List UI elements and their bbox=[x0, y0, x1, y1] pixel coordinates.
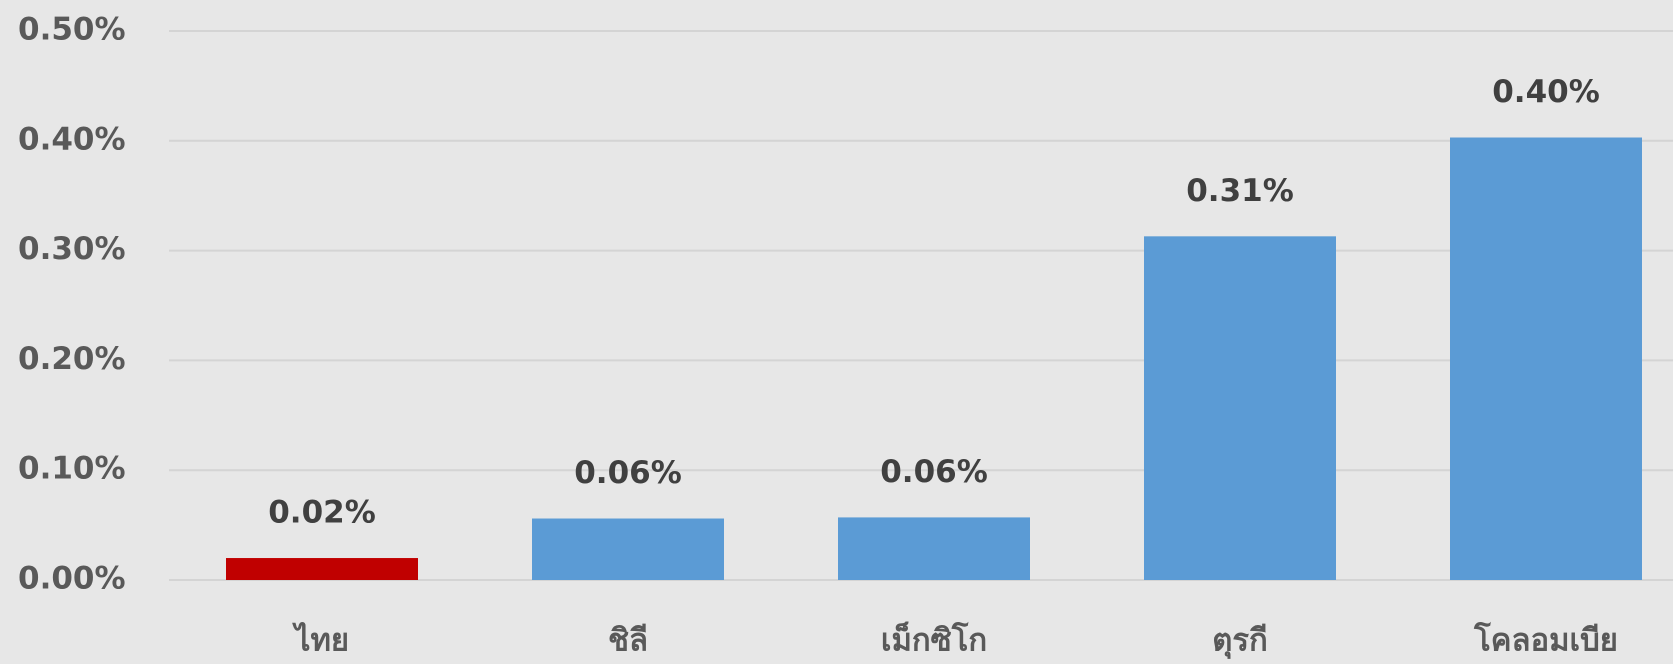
y-tick-label: 0.10% bbox=[18, 451, 126, 487]
x-tick-label: เม็กซิโก bbox=[881, 621, 987, 659]
y-tick-label: 0.30% bbox=[18, 231, 126, 267]
data-label: 0.31% bbox=[1186, 173, 1294, 209]
y-tick-label: 0.40% bbox=[18, 121, 126, 157]
x-tick-label: ไทย bbox=[292, 622, 349, 659]
y-tick-label: 0.20% bbox=[18, 341, 126, 377]
data-label: 0.40% bbox=[1492, 74, 1600, 110]
bar bbox=[1144, 236, 1336, 581]
bar bbox=[532, 518, 724, 580]
data-label: 0.06% bbox=[574, 455, 682, 491]
bar bbox=[226, 558, 418, 580]
bar bbox=[838, 517, 1030, 580]
y-tick-label: 0.50% bbox=[18, 12, 126, 48]
x-tick-label: โคลอมเบีย bbox=[1473, 622, 1618, 659]
x-tick-label: ชิลี bbox=[608, 623, 648, 659]
data-label: 0.02% bbox=[268, 495, 376, 531]
y-tick-label: 0.00% bbox=[18, 561, 126, 597]
x-tick-label: ตุรกี bbox=[1212, 623, 1268, 660]
data-label: 0.06% bbox=[880, 454, 988, 490]
bar bbox=[1450, 137, 1642, 581]
